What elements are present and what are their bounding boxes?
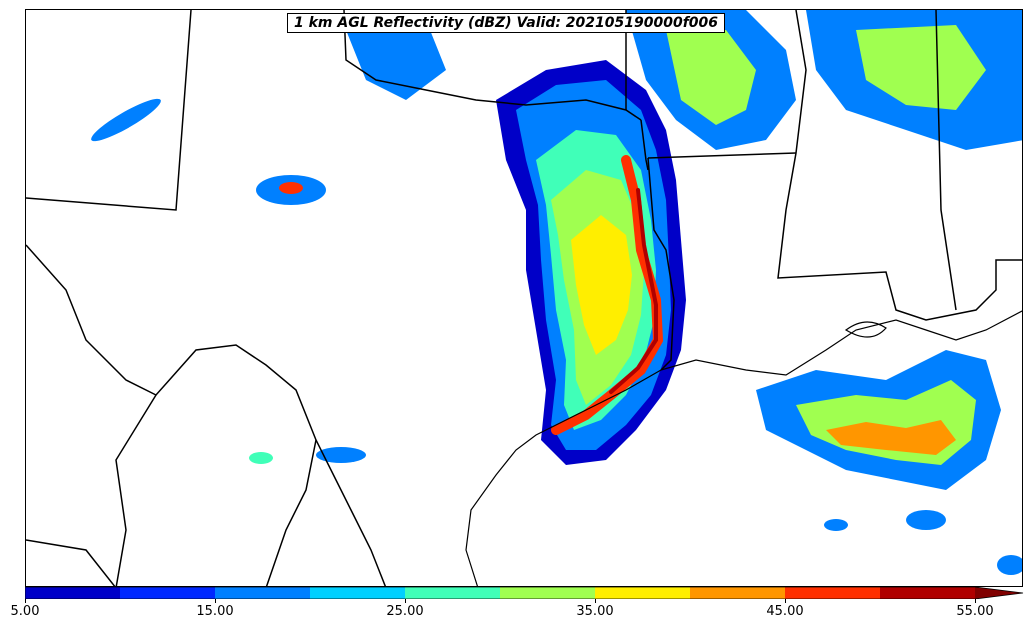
colorbar-bin [310, 587, 406, 599]
colorbar-bin [405, 587, 501, 599]
reflectivity-field [91, 10, 1022, 575]
colorbar-bin [500, 587, 596, 599]
map-title: 1 km AGL Reflectivity (dBZ) Valid: 20210… [287, 13, 726, 33]
echo-cell-gulf-2 [997, 555, 1022, 575]
echo-north-oklahoma [346, 20, 446, 100]
echo-cell-panhandle [91, 98, 161, 142]
colorbar-tick-label: 35.00 [576, 604, 614, 619]
colorbar-bin [880, 587, 976, 599]
colorbar-bin [25, 587, 121, 599]
echo-cell-west-tx-core [279, 182, 303, 194]
border-sabine [647, 157, 675, 371]
colorbar [25, 587, 1024, 599]
colorbar-tick-label: 25.00 [386, 604, 424, 619]
colorbar-tick-mark [25, 599, 26, 603]
colorbar-bin [785, 587, 881, 599]
colorbar-tick-label: 15.00 [196, 604, 234, 619]
border-ms-al [935, 10, 957, 311]
colorbar-bin [215, 587, 311, 599]
border-mexico-2 [265, 439, 317, 586]
border-red-river [640, 119, 649, 171]
echo-north-arkansas-30 [666, 30, 756, 125]
coast-lake-pontchartrain [844, 321, 887, 338]
colorbar-tick-mark [405, 599, 406, 603]
echo-cell-southwest [249, 452, 273, 464]
border-rio-grande [26, 244, 387, 586]
border-ok-north [343, 10, 642, 121]
colorbar-bin [595, 587, 691, 599]
colorbar-tick-label: 5.00 [10, 604, 40, 619]
colorbar-tick-mark [785, 599, 786, 603]
colorbar-bin [690, 587, 786, 599]
colorbar-tick-label: 55.00 [956, 604, 994, 619]
echo-50-line [609, 188, 658, 394]
colorbar-tick-mark [975, 599, 976, 603]
map-panel [25, 9, 1023, 587]
reflectivity-map [26, 10, 1022, 586]
border-mexico-west [26, 539, 116, 586]
colorbar-bin [120, 587, 216, 599]
echo-northeast-30 [856, 25, 986, 110]
border-ar-la [647, 152, 797, 159]
coast-louisiana [660, 310, 1022, 376]
colorbar-tick-label: 45.00 [766, 604, 804, 619]
colorbar-extend-arrow [975, 587, 1023, 599]
border-mexico-inner [115, 394, 157, 586]
echo-cell-gulf-1 [906, 510, 946, 530]
colorbar-outline [25, 587, 1024, 599]
coast-texas [465, 369, 662, 586]
border-nm-ok [26, 10, 192, 211]
echo-cell-gulf-3 [824, 519, 848, 531]
echo-35 [571, 215, 632, 355]
coastline [465, 310, 1022, 586]
state-boundaries [26, 10, 1022, 586]
echo-cluster-la-40 [826, 420, 956, 455]
colorbar-tick-mark [595, 599, 596, 603]
border-mississippi [777, 10, 1022, 321]
echo-cell-south-tx [316, 447, 366, 463]
colorbar-tick-mark [215, 599, 216, 603]
